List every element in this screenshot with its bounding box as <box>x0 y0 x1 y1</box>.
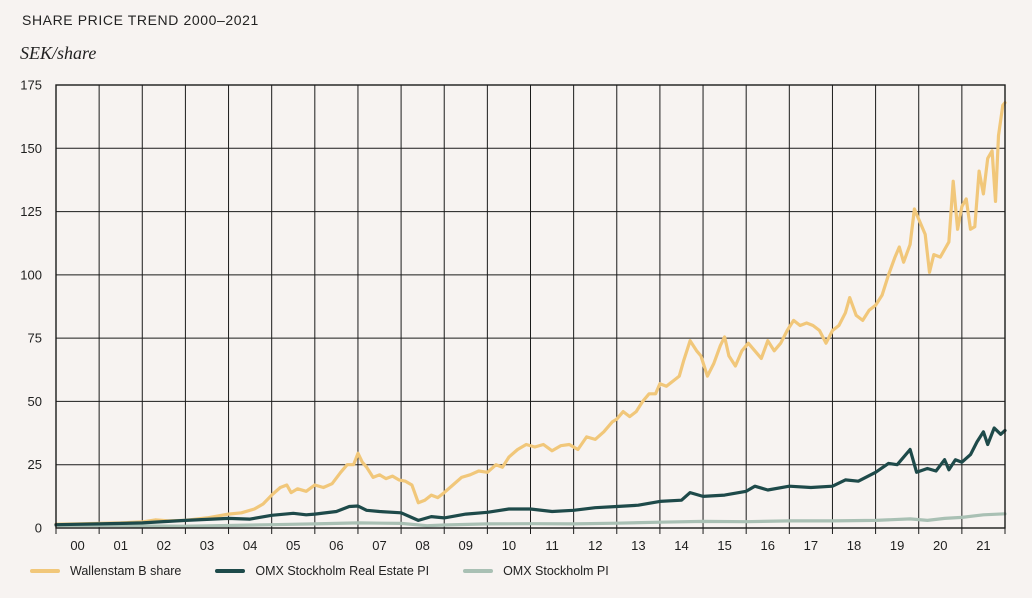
legend-swatch <box>463 569 494 573</box>
x-tick-label: 10 <box>502 538 516 553</box>
legend-item: OMX Stockholm PI <box>463 564 609 578</box>
y-tick-label: 175 <box>20 78 42 93</box>
x-axis-ticks: 00 01 02 03 04 05 06 07 08 09 10 11 12 13 14 15 16 17 18 19… <box>55 528 1006 553</box>
x-tick-label: 12 <box>588 538 602 553</box>
legend: Wallenstam B share OMX Stockholm Real Est… <box>30 564 609 578</box>
legend-label: Wallenstam B share <box>70 564 182 578</box>
x-tick-label: 05 <box>286 538 300 553</box>
series-line-2 <box>54 512 1007 528</box>
x-tick-label: 09 <box>459 538 473 553</box>
y-tick-label: 100 <box>20 267 42 282</box>
chart-lines <box>54 101 1007 528</box>
y-axis-unit-label: SEK/share <box>20 43 97 63</box>
series-line-1 <box>54 426 1007 527</box>
legend-swatch <box>215 569 246 573</box>
x-tick-label: 18 <box>847 538 861 553</box>
x-tick-label: 20 <box>933 538 947 553</box>
y-tick-label: 50 <box>28 394 42 409</box>
x-tick-label: 16 <box>761 538 775 553</box>
y-tick-label: 150 <box>20 141 42 156</box>
legend-item: OMX Stockholm Real Estate PI <box>215 564 429 578</box>
legend-label: OMX Stockholm PI <box>503 564 609 578</box>
series-line-0 <box>54 101 1007 526</box>
x-tick-label: 11 <box>545 538 559 553</box>
y-tick-label: 75 <box>28 331 42 346</box>
legend-swatch <box>30 569 60 573</box>
y-tick-label: 125 <box>20 204 42 219</box>
legend-label: OMX Stockholm Real Estate PI <box>255 564 430 578</box>
chart-title: SHARE PRICE TREND 2000–2021 <box>22 12 259 28</box>
legend-item: Wallenstam B share <box>30 564 181 578</box>
x-tick-label: 03 <box>200 538 214 553</box>
plot-frame <box>55 84 1006 529</box>
x-tick-label: 04 <box>243 538 257 553</box>
y-axis-ticks: 0 25 50 75 100 125 150 175 <box>20 78 42 536</box>
line-chart: 0 25 50 75 100 125 150 175 00 01 02 03 04 05 06 07 08 09… <box>20 78 1007 553</box>
chart-grid <box>56 85 1005 528</box>
x-tick-label: 21 <box>976 538 990 553</box>
x-tick-label: 13 <box>631 538 645 553</box>
x-tick-label: 02 <box>157 538 171 553</box>
x-tick-label: 01 <box>113 538 127 553</box>
x-tick-label: 06 <box>329 538 343 553</box>
x-tick-label: 00 <box>70 538 84 553</box>
y-tick-label: 0 <box>35 521 42 536</box>
x-tick-label: 14 <box>674 538 688 553</box>
x-tick-label: 08 <box>415 538 429 553</box>
x-tick-label: 19 <box>890 538 904 553</box>
x-tick-label: 07 <box>372 538 386 553</box>
x-tick-label: 17 <box>804 538 818 553</box>
x-tick-label: 15 <box>717 538 731 553</box>
y-tick-label: 25 <box>28 457 42 472</box>
